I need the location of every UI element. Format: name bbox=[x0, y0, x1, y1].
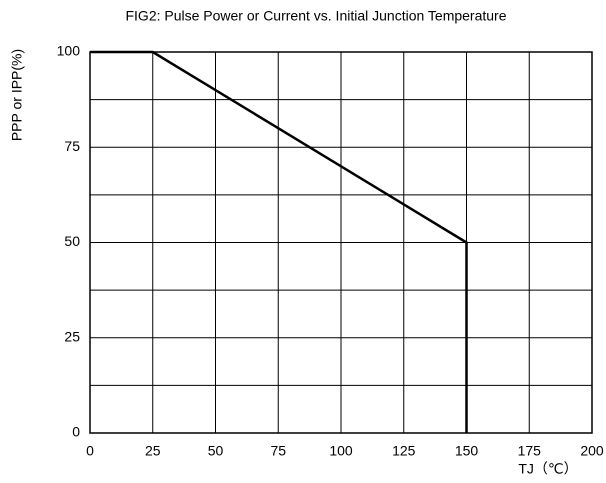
y-tick-label: 25 bbox=[64, 328, 80, 344]
x-tick-label: 0 bbox=[86, 443, 94, 459]
y-tick-label: 100 bbox=[57, 43, 81, 59]
x-tick-label: 175 bbox=[518, 443, 542, 459]
y-axis-label: PPP or IPP(%) bbox=[9, 49, 25, 141]
x-tick-label: 75 bbox=[270, 443, 286, 459]
x-tick-label: 25 bbox=[145, 443, 161, 459]
y-tick-label: 50 bbox=[64, 233, 80, 249]
x-tick-label: 200 bbox=[580, 443, 604, 459]
x-tick-label: 50 bbox=[208, 443, 224, 459]
plot-border bbox=[89, 51, 593, 434]
x-tick-label: 125 bbox=[392, 443, 416, 459]
x-tick-label: 150 bbox=[455, 443, 479, 459]
series-line bbox=[90, 50, 468, 433]
y-tick-label: 0 bbox=[72, 424, 80, 440]
y-tick-label: 75 bbox=[64, 138, 80, 154]
chart-title: FIG2: Pulse Power or Current vs. Initial… bbox=[125, 8, 506, 24]
x-tick-label: 100 bbox=[329, 443, 353, 459]
x-axis-label: TJ（℃） bbox=[518, 461, 577, 477]
